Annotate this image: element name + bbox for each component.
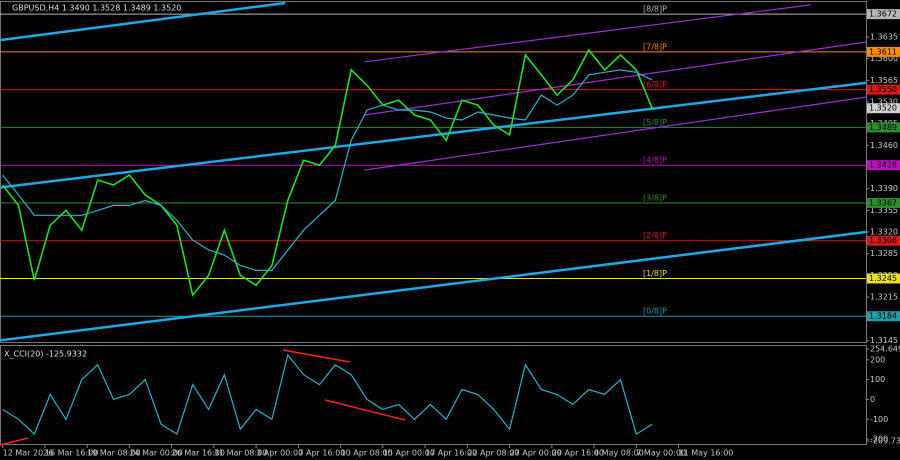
y-tick-label: 0 (870, 395, 875, 404)
y-tick-label: 1.3600 (870, 54, 898, 63)
x-tick-label: 15 Apr 00:00 (383, 449, 435, 458)
x-tick-label: 26 Mar 16:00 (172, 449, 225, 458)
panel-title: X_CCI(20) -125.9332 (4, 350, 87, 359)
price-panel-frame (0, 1, 867, 343)
level-name: [2/8]P (643, 231, 667, 240)
cci-panel-frame (0, 345, 867, 445)
x-tick-label: 31 Mar 08:00 (214, 449, 267, 458)
level-price-label: 1.3306 (869, 236, 897, 245)
panel-title: GBPUSD,H4 1.3490 1.3528 1.3489 1.3520 (12, 4, 181, 13)
trendline (0, 81, 867, 189)
x-tick-label: 7 Apr 16:00 (298, 449, 345, 458)
y-tick-label: 100 (870, 375, 885, 384)
level-price-label: 1.3672 (869, 10, 897, 19)
level-price-box (867, 273, 900, 284)
x-tick-label: 22 Apr 08:00 (467, 449, 519, 458)
x-tick-label: 19 Mar 08:00 (87, 449, 140, 458)
level-name: [8/8]P (643, 5, 667, 14)
level-price-label: 1.3245 (869, 274, 897, 283)
y-tick-label: 1.3635 (870, 33, 898, 42)
level-name: [0/8]P (643, 307, 667, 316)
x-tick-label: 16 Mar 16:00 (45, 449, 98, 458)
trendline (0, 1, 286, 42)
level-price-label: 1.3367 (869, 198, 897, 207)
x-tick-label: 12 Mar 2026 (3, 449, 54, 458)
level-price-box (867, 160, 900, 171)
level-price-label: 1.3428 (869, 161, 897, 170)
y-tick-label: -209.733 (870, 437, 900, 446)
level-price-box (867, 235, 900, 246)
level-price-label: 1.3184 (869, 312, 897, 321)
x-tick-label: 4 May 08:00 (594, 449, 644, 458)
trendline (364, 4, 811, 63)
y-tick-label: 1.3460 (870, 141, 898, 150)
level-price-box (867, 197, 900, 208)
trendline (364, 41, 867, 116)
last-price-label: 1.3520 (869, 104, 897, 113)
level-price-box (867, 311, 900, 322)
level-name: [1/8]P (643, 269, 667, 278)
level-price-box (867, 84, 900, 95)
y-tick-label: 1.3215 (870, 293, 898, 302)
y-tick-label: 1.3285 (870, 249, 898, 258)
series-line (1, 48, 653, 297)
x-tick-label: 29 Apr 16:00 (552, 449, 604, 458)
y-tick-label: 1.3355 (870, 206, 898, 215)
y-tick-label: 200 (870, 355, 885, 364)
y-tick-label: 1.3530 (870, 98, 898, 107)
divergence-line (0, 437, 29, 446)
level-price-box (867, 9, 900, 20)
y-tick-label: -200 (870, 435, 888, 444)
y-tick-label: -100 (870, 415, 888, 424)
x-tick-label: 17 Apr 16:00 (425, 449, 477, 458)
y-tick-label: 1.3390 (870, 184, 898, 193)
series-line (2, 69, 653, 271)
level-name: [3/8]P (643, 193, 667, 202)
x-tick-label: 7 May 00:00 (636, 449, 686, 458)
trendline (364, 96, 867, 171)
level-price-box (867, 46, 900, 57)
x-tick-label: 3 Apr 00:00 (256, 449, 303, 458)
trendline (0, 230, 867, 342)
x-tick-label: 11 May 16:00 (679, 449, 734, 458)
y-tick-label: 254.6495 (870, 345, 900, 354)
x-tick-label: 27 Apr 00:00 (510, 449, 562, 458)
level-price-box (867, 122, 900, 133)
series-line (2, 353, 653, 436)
level-price-label: 1.3489 (869, 123, 897, 132)
y-tick-label: 1.3320 (870, 228, 898, 237)
y-tick-label: 1.3145 (870, 336, 898, 345)
divergence-line (282, 349, 351, 363)
level-name: [5/8]P (643, 118, 667, 127)
x-tick-label: 10 Apr 08:00 (341, 449, 393, 458)
divergence-line (324, 399, 406, 421)
last-price-box (867, 103, 900, 114)
level-price-label: 1.3611 (869, 47, 897, 56)
y-tick-label: 1.3565 (870, 76, 898, 85)
level-name: [4/8]P (643, 156, 667, 165)
level-price-label: 1.3550 (869, 85, 897, 94)
level-name: [6/8]P (643, 80, 667, 89)
x-tick-label: 24 Mar 00:00 (129, 449, 182, 458)
level-name: [7/8]P (643, 42, 667, 51)
